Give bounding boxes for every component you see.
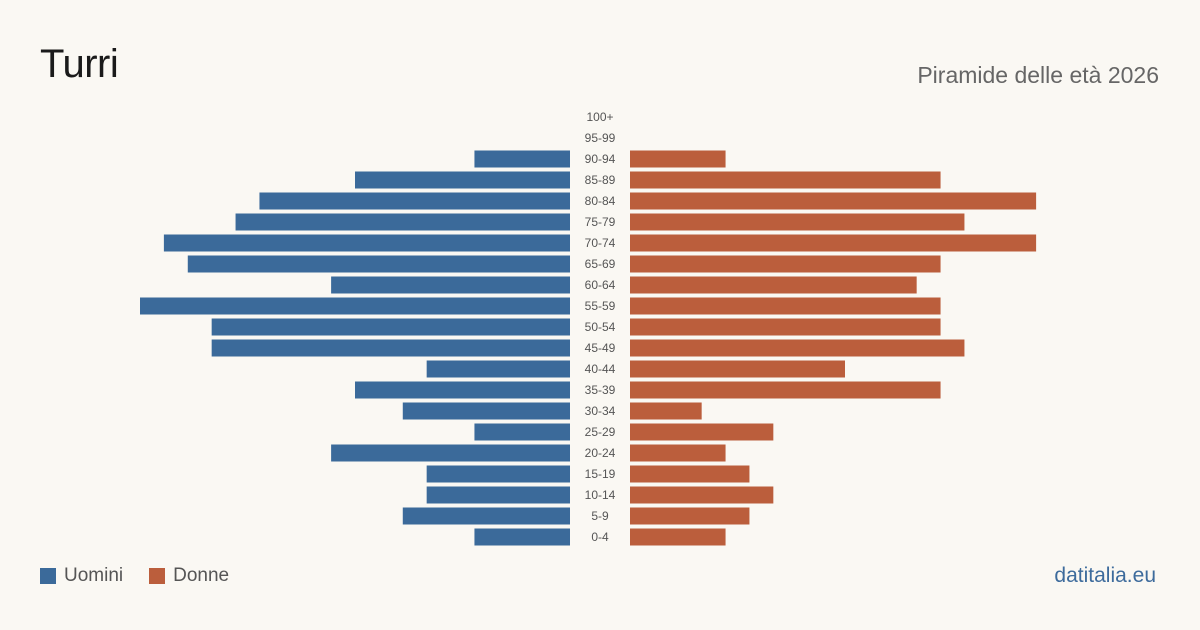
population-pyramid-chart: 100+ 95-99 90-94 85-89 80-84 75-79 70-74 65-69 6… — [140, 110, 1037, 546]
age-label-35-39: 35-39 — [585, 383, 616, 397]
age-label-90-94: 90-94 — [585, 152, 616, 166]
legend-item-men[interactable]: Uomini — [40, 565, 123, 587]
age-label-55-59: 55-59 — [585, 299, 616, 313]
bar-women-45-49[interactable] — [630, 339, 965, 357]
page-title: Turri — [40, 42, 119, 86]
bar-men-90-94[interactable] — [474, 150, 570, 168]
bar-men-70-74[interactable] — [163, 234, 570, 252]
bar-men-45-49[interactable] — [211, 339, 570, 357]
age-label-70-74: 70-74 — [585, 236, 616, 250]
bar-women-30-34[interactable] — [630, 402, 702, 420]
bar-women-35-39[interactable] — [630, 381, 941, 399]
bar-women-90-94[interactable] — [630, 150, 726, 168]
bar-men-35-39[interactable] — [355, 381, 570, 399]
legend: Uomini Donne — [40, 565, 255, 587]
bar-women-85-89[interactable] — [630, 171, 941, 189]
bar-men-5-9[interactable] — [402, 507, 570, 525]
site-link[interactable]: datitalia.eu — [1054, 564, 1156, 587]
age-label-15-19: 15-19 — [585, 467, 616, 481]
age-label-85-89: 85-89 — [585, 173, 616, 187]
bar-men-10-14[interactable] — [426, 486, 570, 504]
bar-men-25-29[interactable] — [474, 423, 570, 441]
age-label-65-69: 65-69 — [585, 257, 616, 271]
age-label-0-4: 0-4 — [591, 530, 609, 544]
legend-label-women: Donne — [173, 565, 230, 586]
age-label-100+: 100+ — [586, 110, 613, 124]
age-label-95-99: 95-99 — [585, 131, 616, 145]
bar-men-50-54[interactable] — [211, 318, 570, 336]
bar-men-80-84[interactable] — [259, 192, 570, 210]
bar-men-75-79[interactable] — [235, 213, 571, 231]
age-label-25-29: 25-29 — [585, 425, 616, 439]
age-label-5-9: 5-9 — [591, 509, 609, 523]
bar-women-55-59[interactable] — [630, 297, 941, 315]
bar-women-40-44[interactable] — [630, 360, 845, 378]
bar-men-15-19[interactable] — [426, 465, 570, 483]
chart-subtitle: Piramide delle età 2026 — [917, 62, 1159, 88]
bar-women-0-4[interactable] — [630, 528, 726, 546]
age-label-50-54: 50-54 — [585, 320, 616, 334]
bar-women-25-29[interactable] — [630, 423, 774, 441]
legend-swatch-men — [40, 568, 56, 584]
bar-women-80-84[interactable] — [630, 192, 1037, 210]
bar-women-75-79[interactable] — [630, 213, 965, 231]
bar-women-65-69[interactable] — [630, 255, 941, 273]
legend-label-men: Uomini — [64, 565, 124, 586]
age-label-60-64: 60-64 — [585, 278, 616, 292]
bar-men-20-24[interactable] — [331, 444, 570, 462]
age-label-80-84: 80-84 — [585, 194, 616, 208]
age-label-45-49: 45-49 — [585, 341, 616, 355]
bar-women-20-24[interactable] — [630, 444, 726, 462]
legend-swatch-women — [149, 568, 166, 584]
bar-women-5-9[interactable] — [630, 507, 750, 525]
bar-women-10-14[interactable] — [630, 486, 774, 504]
age-label-30-34: 30-34 — [585, 404, 616, 418]
age-label-40-44: 40-44 — [585, 362, 616, 376]
age-label-20-24: 20-24 — [585, 446, 616, 460]
bar-women-15-19[interactable] — [630, 465, 750, 483]
age-label-75-79: 75-79 — [585, 215, 616, 229]
bar-men-60-64[interactable] — [331, 276, 570, 294]
bar-men-85-89[interactable] — [355, 171, 570, 189]
legend-item-women[interactable]: Donne — [149, 565, 229, 587]
bar-men-55-59[interactable] — [140, 297, 570, 315]
bar-men-40-44[interactable] — [426, 360, 570, 378]
bar-women-50-54[interactable] — [630, 318, 941, 336]
bar-women-70-74[interactable] — [630, 234, 1037, 252]
bar-men-65-69[interactable] — [187, 255, 570, 273]
age-label-10-14: 10-14 — [585, 488, 616, 502]
bar-men-0-4[interactable] — [474, 528, 570, 546]
bar-women-60-64[interactable] — [630, 276, 917, 294]
bar-men-30-34[interactable] — [402, 402, 570, 420]
